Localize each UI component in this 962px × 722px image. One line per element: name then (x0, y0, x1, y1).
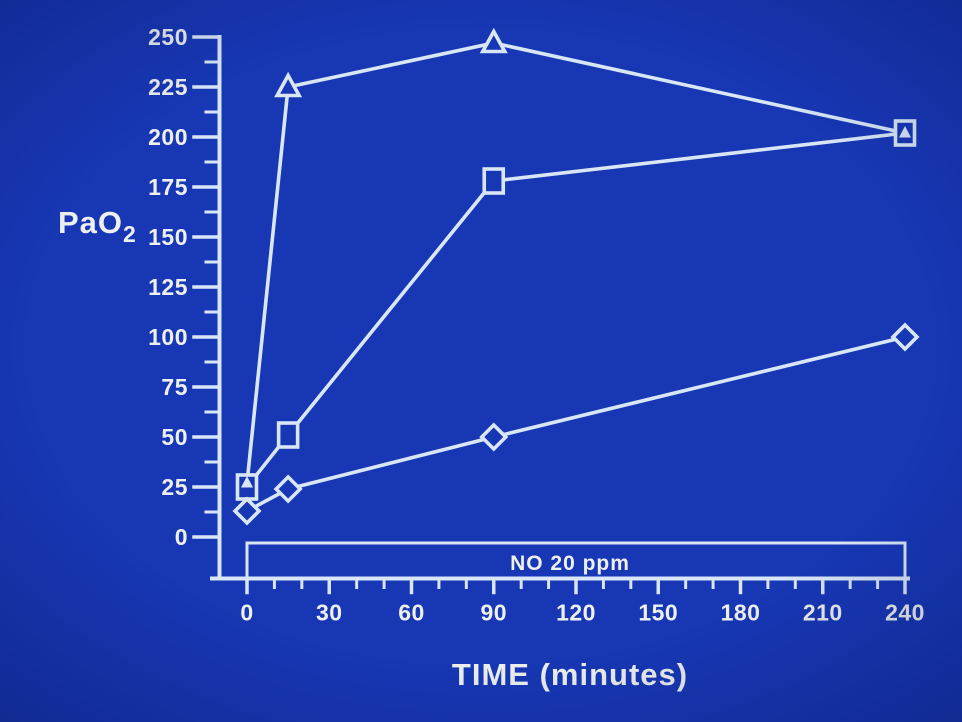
series-line-square-group (244, 131, 907, 490)
marker-square (482, 167, 506, 195)
marker-diamond (890, 322, 920, 352)
y-tick-label: 50 (161, 424, 188, 450)
marker-triangle-filled (241, 476, 253, 488)
x-tick-label: 150 (638, 600, 678, 626)
y-axis-title-base: PaO (58, 205, 123, 240)
marker-diamond (479, 422, 509, 452)
y-tick-label: 225 (148, 74, 188, 100)
marker-triangle-filled (899, 126, 911, 138)
x-tick-label: 30 (316, 600, 343, 626)
annotation-box (245, 541, 907, 580)
x-tick-label: 120 (556, 600, 596, 626)
series-line-triangle-group (245, 41, 908, 485)
y-tick-label: 75 (161, 374, 188, 400)
x-tick-label: 60 (398, 600, 425, 626)
y-tick-label: 150 (148, 224, 188, 250)
y-tick-label: 100 (148, 324, 188, 350)
marker-diamond (273, 474, 303, 504)
annotation-box-label: NO 20 ppm (510, 552, 630, 575)
series-line-diamond-group (244, 334, 908, 514)
y-tick-label: 25 (161, 474, 188, 500)
marker-diamond (232, 496, 262, 526)
y-tick-label: 250 (148, 24, 188, 50)
x-tick-label: 180 (721, 600, 761, 626)
x-tick-label: 90 (480, 600, 507, 626)
marker-triangle (479, 27, 508, 54)
y-tick-label: 0 (175, 524, 188, 550)
y-tick-label: 125 (148, 274, 188, 300)
marker-square (276, 421, 300, 449)
x-tick-label: 240 (885, 600, 925, 626)
y-axis-title-subscript: 2 (123, 221, 137, 247)
y-tick-label: 200 (148, 124, 188, 150)
y-axis-title: PaO2 (58, 205, 137, 247)
marker-triangle (274, 71, 303, 98)
x-axis-title: TIME (minutes) (452, 657, 688, 692)
y-tick-label: 175 (148, 174, 188, 200)
x-tick-label: 210 (803, 600, 843, 626)
x-tick-label: 0 (240, 600, 253, 626)
